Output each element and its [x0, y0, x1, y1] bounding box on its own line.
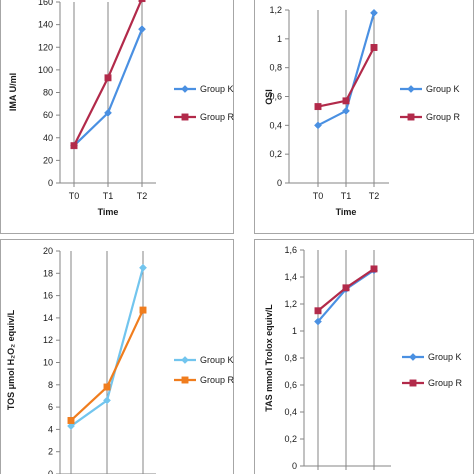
y-tick-label: 80 [43, 88, 53, 98]
data-point [342, 106, 350, 115]
y-axis-title: IMA U/ml [8, 73, 18, 111]
data-point [67, 422, 75, 431]
y-tick-label: 2 [48, 447, 53, 457]
panel-frame [254, 0, 474, 234]
data-point [314, 307, 322, 315]
y-tick-label: 100 [38, 65, 53, 75]
y-tick-label: 20 [43, 246, 53, 256]
y-tick-label: 0 [48, 178, 53, 188]
chart-panel-4: 00,20,40,60,811,21,41,6T0T1T2TAS mmol Tr… [254, 239, 474, 474]
y-tick-label: 4 [48, 424, 53, 434]
data-point [314, 103, 322, 111]
x-tick-label: T2 [137, 191, 148, 201]
y-axis-title: TOS μmol H₂O₂ equiv/L [6, 309, 16, 410]
y-tick-label: 140 [38, 20, 53, 30]
legend-square-icon [181, 113, 189, 121]
y-tick-label: 14 [43, 313, 53, 323]
legend-label: Group K [428, 352, 462, 362]
data-point [370, 44, 378, 51]
x-tick-label: T2 [369, 191, 380, 201]
x-tick-label: T1 [341, 191, 352, 201]
y-tick-label: 8 [48, 380, 53, 390]
legend-label: Group R [426, 112, 461, 122]
legend-square-icon [409, 379, 417, 387]
y-tick-label: 0,2 [284, 434, 297, 444]
y-tick-label: 40 [43, 133, 53, 143]
y-axis-title: TAS mmol Trolox equiv/L [264, 304, 274, 412]
y-tick-label: 0,2 [269, 149, 282, 159]
y-tick-label: 60 [43, 110, 53, 120]
data-point [103, 383, 111, 391]
y-tick-label: 0,4 [269, 120, 282, 130]
x-axis-title: Time [98, 207, 119, 217]
legend-diamond-icon [181, 85, 189, 93]
y-tick-label: 1 [292, 326, 297, 336]
legend-label: Group K [426, 84, 460, 94]
y-tick-label: 0 [292, 461, 297, 471]
x-tick-label: T0 [313, 191, 324, 201]
chart-panel-1: 0 20 40 60 80 100 120 140 160 T0 T1 T2 IMA U/ml Time G… [0, 0, 235, 234]
y-tick-label: 160 [38, 0, 53, 7]
legend-square-icon [181, 376, 189, 384]
y-tick-label: 0,6 [284, 380, 297, 390]
y-tick-label: 0 [277, 178, 282, 188]
y-tick-label: 0 [48, 469, 53, 474]
legend-label: Group R [200, 112, 235, 122]
data-point [138, 25, 146, 34]
legend-square-icon [407, 113, 415, 121]
data-point [138, 0, 146, 3]
x-tick-label: T1 [103, 191, 114, 201]
y-tick-label: 6 [48, 402, 53, 412]
y-tick-label: 0,8 [284, 353, 297, 363]
y-tick-label: 20 [43, 155, 53, 165]
y-tick-label: 1,6 [284, 245, 297, 255]
data-point [67, 417, 75, 424]
y-tick-label: 120 [38, 42, 53, 52]
data-point [370, 8, 378, 17]
data-point [139, 306, 147, 314]
data-point [104, 108, 112, 117]
data-point [342, 284, 350, 292]
data-point [370, 265, 378, 273]
panel-frame [0, 0, 234, 234]
y-tick-label: 1,2 [269, 5, 282, 15]
legend-diamond-icon [407, 85, 415, 93]
legend-label: Group R [428, 378, 463, 388]
chart-panel-2: 0 0,2 0,4 0,6 0,8 1 1,2 T0 T1 T2 OSI Time Group K Gro… [254, 0, 474, 234]
panel-frame [0, 239, 234, 474]
chart-panel-3: 02468101214161820T1T2T3TOS μmol H₂O₂ equ… [0, 239, 235, 474]
panel-frame [254, 239, 474, 474]
data-point [103, 396, 111, 405]
legend-label: Group K [200, 355, 234, 365]
legend-diamond-icon [181, 356, 189, 364]
x-tick-label: T0 [69, 191, 80, 201]
y-tick-label: 1,4 [284, 272, 297, 282]
legend-label: Group R [200, 375, 235, 385]
legend-diamond-icon [409, 353, 417, 361]
y-tick-label: 0,8 [269, 63, 282, 73]
y-tick-label: 10 [43, 358, 53, 368]
data-point [70, 142, 78, 150]
data-point [104, 74, 112, 82]
data-point [342, 97, 350, 105]
y-tick-label: 18 [43, 268, 53, 278]
y-axis-title: OSI [264, 89, 274, 105]
data-point [314, 317, 322, 326]
y-tick-label: 0,4 [284, 407, 297, 417]
y-tick-label: 1,2 [284, 299, 297, 309]
x-axis-title: Time [336, 207, 357, 217]
y-tick-label: 0,6 [269, 92, 282, 102]
legend-label: Group K [200, 84, 234, 94]
y-tick-label: 16 [43, 291, 53, 301]
data-point [139, 263, 147, 272]
data-point [314, 121, 322, 130]
y-tick-label: 12 [43, 335, 53, 345]
y-tick-label: 1 [277, 34, 282, 44]
